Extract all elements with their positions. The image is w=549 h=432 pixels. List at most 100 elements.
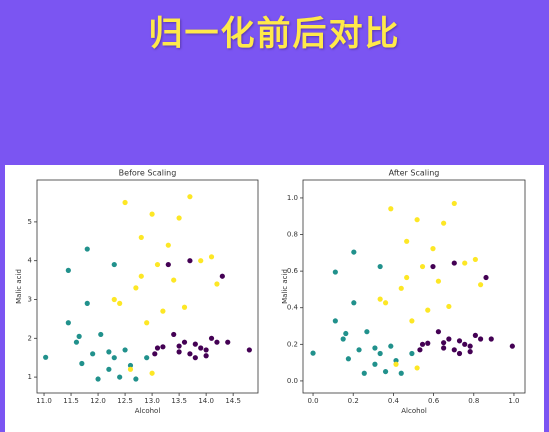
scatter-point	[382, 300, 389, 306]
scatter-point	[127, 366, 134, 372]
scatter-point	[214, 339, 220, 345]
chart-title: After Scaling	[389, 169, 440, 178]
x-tick-label: 0.0	[307, 397, 318, 405]
scatter-point	[398, 370, 404, 376]
scatter-point	[467, 343, 473, 349]
scatter-point	[419, 263, 426, 270]
scatter-point	[404, 238, 410, 244]
scatter-point	[456, 338, 463, 344]
scatter-point	[488, 336, 494, 342]
scatter-point	[187, 258, 193, 264]
scatter-point	[393, 361, 399, 367]
scatter-point	[345, 356, 352, 362]
scatter-point	[414, 217, 420, 223]
scatter-point	[65, 267, 71, 273]
scatter-point	[171, 277, 177, 283]
scatter-point	[409, 350, 415, 357]
scatter-point	[138, 273, 144, 279]
scatter-point	[73, 339, 80, 345]
scatter-point	[133, 376, 139, 382]
scatter-point	[451, 200, 457, 207]
scatter-point	[117, 300, 123, 306]
scatter-point	[160, 344, 166, 350]
scatter-point	[187, 351, 193, 357]
scatter-point	[417, 347, 423, 353]
x-tick-label: 14.0	[198, 397, 214, 405]
x-tick-label: 0.8	[468, 397, 479, 405]
scatter-point	[65, 320, 71, 326]
scatter-point	[509, 343, 515, 349]
x-tick-label: 13.5	[171, 397, 187, 405]
scatter-point	[441, 345, 447, 351]
x-axis-label: Alcohol	[135, 407, 161, 415]
scatter-point	[364, 329, 370, 335]
scatter-point	[246, 347, 252, 353]
figure-panel	[5, 165, 544, 432]
scatter-point	[343, 330, 349, 337]
scatter-point	[398, 285, 404, 291]
scatter-point	[43, 354, 49, 360]
scatter-point	[414, 365, 420, 371]
scatter-point	[467, 349, 473, 355]
scatter-point	[171, 331, 177, 338]
scatter-point	[133, 285, 139, 291]
scatter-point	[192, 355, 198, 361]
scatter-point	[160, 308, 166, 314]
scatter-point	[165, 261, 171, 268]
scatter-point	[462, 341, 468, 347]
scatter-point	[181, 339, 188, 345]
x-tick-label: 12.5	[117, 397, 133, 405]
scatter-point	[154, 261, 161, 268]
scatter-point	[332, 269, 338, 275]
x-tick-label: 0.2	[348, 397, 359, 405]
scatter-point	[377, 263, 383, 270]
scatter-point	[446, 336, 452, 342]
scatter-point	[117, 374, 123, 380]
y-tick-label: 1.0	[287, 194, 298, 202]
scatter-point	[377, 296, 383, 302]
scatter-point	[372, 361, 378, 367]
scatter-point	[192, 341, 198, 347]
scatter-point	[441, 220, 447, 226]
x-tick-label: 14.5	[225, 397, 241, 405]
scatter-point	[106, 349, 112, 355]
scatter-point	[351, 249, 357, 255]
scatter-point	[187, 194, 193, 200]
x-tick-label: 11.5	[63, 397, 79, 405]
scatter-point	[472, 256, 478, 263]
scatter-point	[430, 263, 436, 270]
scatter-point	[451, 347, 457, 353]
scatter-point	[111, 296, 117, 303]
axes-frame	[302, 179, 526, 394]
scatter-point	[356, 347, 362, 353]
scatter-point	[377, 350, 383, 357]
y-axis-label: Malic acid	[281, 269, 289, 304]
scatter-point	[203, 347, 209, 353]
y-tick-label: 2	[28, 334, 32, 342]
scatter-point	[203, 353, 209, 359]
scatter-point	[208, 335, 215, 341]
x-tick-label: 1.0	[508, 397, 519, 405]
scatter-point	[419, 341, 426, 347]
scatter-point	[84, 300, 90, 306]
y-tick-label: 0.4	[287, 304, 299, 312]
scatter-point	[478, 336, 484, 342]
scatter-point	[361, 370, 367, 376]
scatter-point	[138, 234, 144, 241]
scatter-point	[176, 343, 182, 349]
scatter-point	[451, 260, 457, 266]
scatter-point	[425, 307, 431, 313]
x-tick-label: 12.0	[90, 397, 106, 405]
scatter-point	[446, 303, 452, 310]
scatter-point	[95, 376, 101, 382]
scatter-point	[79, 360, 85, 367]
scatter-point	[372, 345, 378, 351]
scatter-point	[176, 215, 182, 221]
scatter-point	[462, 260, 468, 266]
scatter-point	[393, 358, 399, 364]
x-axis-label: Alcohol	[401, 407, 427, 415]
scatter-point	[409, 318, 415, 324]
y-tick-label: 0.2	[287, 340, 298, 348]
